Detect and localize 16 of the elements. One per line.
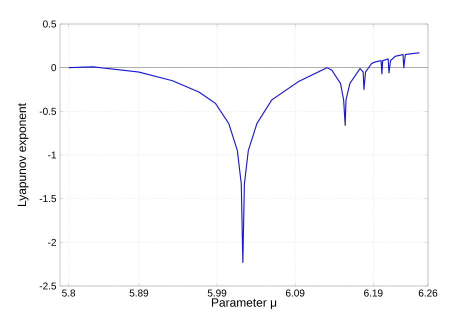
x-axis-title: Parameter μ	[212, 298, 276, 309]
y-tick-label: -0.5	[40, 108, 56, 115]
y-tick-label: -1	[48, 152, 56, 158]
x-tick-label: 6.09	[286, 290, 304, 297]
y-tick-label: -1.5	[40, 195, 56, 202]
y-tick-label: 0	[51, 64, 56, 72]
y-tick-label: -2	[48, 238, 56, 246]
y-tick-label: -2.5	[40, 282, 56, 290]
x-tick-label: 6.19	[364, 290, 383, 297]
y-axis-title: Lyapunov exponent	[18, 103, 28, 206]
x-tick-label: 5.99	[208, 290, 226, 297]
x-tick-label: 5.8	[62, 290, 76, 297]
x-tick-label: 6.26	[418, 290, 438, 297]
x-tick-label: 5.89	[130, 290, 148, 297]
y-tick-label: 0.5	[43, 20, 56, 28]
line-series	[68, 52, 420, 263]
